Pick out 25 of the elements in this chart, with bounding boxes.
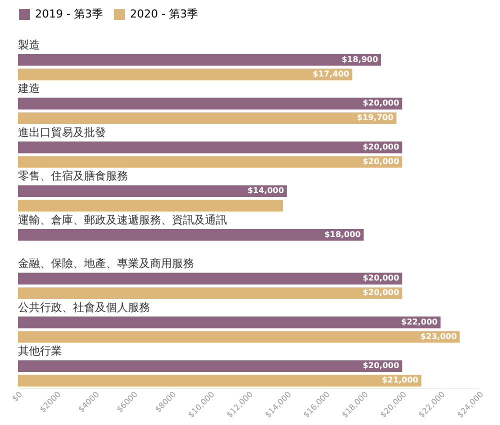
data-label: $20,000 bbox=[362, 361, 400, 370]
y-tick-label: 金融、保險、地產、專業及商用服務 bbox=[18, 257, 194, 270]
y-tick-label: 零售、住宿及膳食服務 bbox=[18, 170, 128, 183]
legend-label: 2020 - 第3季 bbox=[130, 8, 198, 21]
data-label: $20,000 bbox=[362, 142, 400, 152]
data-label: $20,000 bbox=[362, 288, 400, 298]
y-tick-label: 公共行政、社會及個人服務 bbox=[18, 300, 150, 314]
y-tick-label: 進出口貿易及批發 bbox=[18, 126, 106, 139]
data-label: $18,900 bbox=[342, 54, 378, 64]
data-label: $23,000 bbox=[420, 332, 458, 341]
y-tick-label: 運輸、倉庫、郵政及速遞服務、資訊及通訊 bbox=[18, 213, 227, 226]
data-label: $20,000 bbox=[362, 98, 400, 108]
data-label: $18,000 bbox=[324, 230, 362, 239]
y-tick-label: 其他行業 bbox=[18, 344, 62, 358]
data-label: $20,000 bbox=[362, 156, 400, 166]
data-label: $19,700 bbox=[356, 113, 394, 122]
data-label: $22,000 bbox=[401, 317, 438, 326]
legend-label: 2019 - 第3季 bbox=[35, 8, 103, 21]
data-label: $17,400 bbox=[312, 69, 350, 78]
x-tick-label: $0 bbox=[10, 390, 24, 404]
y-tick-label: 製造 bbox=[18, 38, 40, 52]
y-tick-label: 建造 bbox=[17, 82, 40, 96]
data-label: $21,000 bbox=[382, 376, 419, 385]
data-label: $14,000 bbox=[247, 186, 284, 196]
data-label: $20,000 bbox=[362, 274, 400, 283]
